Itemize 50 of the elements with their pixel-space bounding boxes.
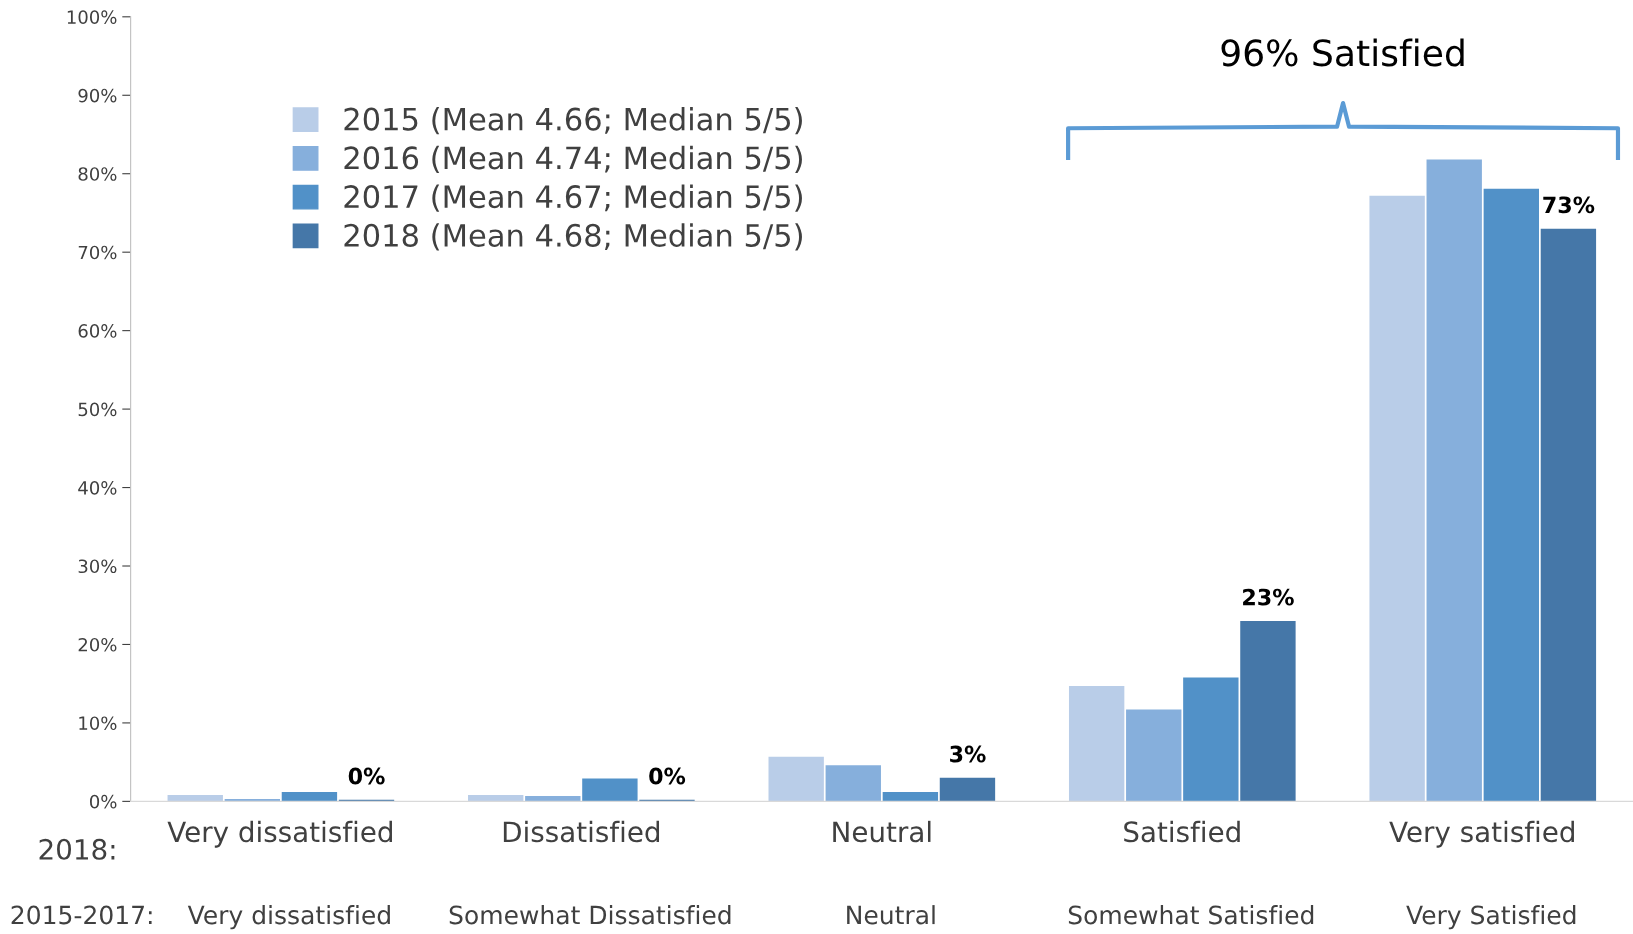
x-tick-label: Very dissatisfied [167, 820, 392, 848]
y-tick-label: 60% [78, 324, 117, 338]
data-label: 0% [348, 767, 385, 785]
bar [825, 765, 881, 802]
y-tick-label: 50% [78, 402, 117, 417]
bar [1483, 188, 1539, 802]
bar [1240, 620, 1296, 802]
bar [525, 795, 581, 802]
bar [1068, 686, 1125, 802]
data-label: 73% [1543, 196, 1595, 214]
x-tick-label: Very satisfied [1389, 820, 1574, 848]
text: Somewhat Satisfied [1068, 905, 1314, 925]
y-tick-label: 70% [78, 245, 117, 260]
y-tick-label: 30% [78, 559, 117, 574]
bar [167, 795, 223, 802]
y-tick-label: 90% [78, 88, 117, 103]
text: Very dissatisfied [187, 905, 390, 930]
x-tick-label: Satisfied [1124, 820, 1240, 843]
bar [768, 756, 824, 802]
annotation: 96% Satisfied [1221, 38, 1464, 67]
y-tick-label: 0% [89, 794, 117, 809]
text: Neutral [847, 905, 935, 925]
y-tick-label: 10% [79, 716, 117, 731]
legend-label: 2017 (Mean 4.67; Median 5/5) [344, 184, 802, 212]
bar [1369, 195, 1425, 802]
bar [1183, 677, 1239, 802]
bar [939, 777, 996, 802]
data-label: 0% [649, 767, 686, 785]
text: 2015-2017: [11, 905, 152, 925]
x-tick-label: Neutral [833, 820, 931, 843]
y-tick-label: 80% [78, 167, 117, 181]
legend-label: 2016 (Mean 4.74; Median 5/5) [344, 145, 802, 174]
bar [1540, 228, 1597, 802]
legend-label: 2018 (Mean 4.68; Median 5/5) [344, 223, 802, 251]
bar [281, 791, 338, 802]
text: Somewhat Dissatisfied [449, 905, 731, 925]
y-tick-label: 100% [67, 10, 117, 24]
x-tick-label: Dissatisfied [503, 820, 660, 843]
y-tick-label: 20% [78, 637, 117, 652]
text: Very Satisfied [1406, 905, 1576, 930]
y-tick-label: 40% [78, 481, 117, 495]
text: 2018: [39, 838, 115, 860]
bar [882, 791, 939, 802]
bar [1126, 709, 1182, 802]
data-label: 3% [950, 745, 986, 763]
bar [1426, 159, 1482, 802]
bar [468, 795, 524, 802]
bar [582, 778, 638, 802]
legend-label: 2015 (Mean 4.66; Median 5/5) [344, 107, 802, 135]
data-label: 23% [1243, 588, 1294, 606]
